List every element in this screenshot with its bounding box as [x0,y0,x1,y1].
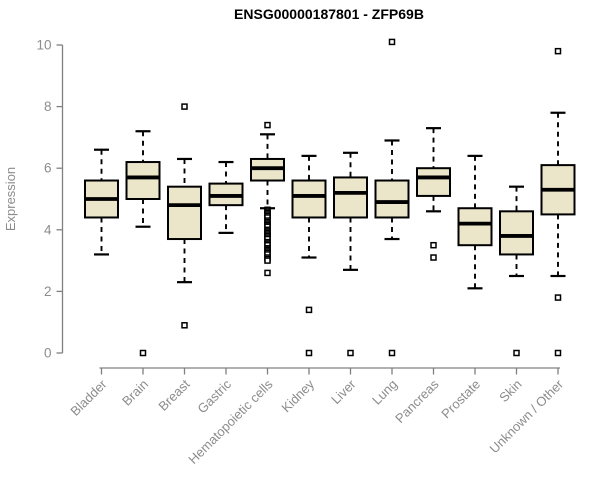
outlier-point [430,241,437,249]
iqr-box [499,210,534,256]
outlier-point [513,349,520,357]
iqr-box [416,167,451,197]
y-tick-label: 8 [44,99,52,114]
outlier-point [264,121,271,129]
iqr-box [457,207,493,247]
x-tick-label: Skin [496,377,524,405]
iqr-box [125,161,161,200]
outlier-point [264,257,271,264]
y-axis-label: Expression [3,167,18,231]
outlier-point [305,349,313,357]
x-tick-label: Pancreas [392,376,442,426]
x-tick-label: Gastric [194,376,234,416]
outlier-point [305,306,313,314]
x-tick-label: Liver [328,376,359,407]
x-tick-label: Bladder [67,376,110,419]
iqr-box [167,185,202,241]
boxplot-skin [499,185,534,357]
boxplot-prostate [457,154,493,290]
outlier-point [388,38,396,46]
iqr-box [333,176,368,219]
iqr-box [291,179,327,219]
y-tick-label: 2 [44,284,52,299]
y-tick-label: 0 [44,346,52,361]
x-tick-label: Lung [369,377,400,408]
outlier-point [181,103,188,110]
outlier-point [554,294,562,301]
boxplot-bladder [84,148,119,256]
x-tick-label: Brain [119,377,151,409]
y-tick-label: 10 [36,38,51,53]
iqr-box [374,179,410,219]
chart-title: ENSG00000187801 - ZFP69B [234,6,424,22]
outlier-point [264,269,271,277]
boxplot-lung [374,38,410,357]
boxplot-unknown-other [540,47,576,357]
outlier-point [554,47,562,55]
boxplot-breast [167,103,202,329]
x-tick-label: Kidney [278,376,317,415]
boxplot-kidney [291,154,327,357]
boxplot-gastric [208,160,244,234]
x-tick-label: Breast [155,376,192,413]
x-tick-label: Unknown / Other [487,376,567,456]
boxplot-brain [125,130,161,357]
outlier-point [139,349,147,357]
outlier-point [181,322,188,329]
outlier-point [388,349,396,357]
boxplot-pancreas [416,127,451,261]
boxplot-hematopoietic-cells [250,121,285,277]
outlier-point [554,349,562,357]
outlier-point [430,254,437,261]
x-tick-label: Prostate [438,377,483,422]
y-tick-label: 6 [44,161,52,176]
outlier-point [347,349,354,357]
y-tick-label: 4 [44,222,52,237]
boxplot-liver [333,151,368,357]
